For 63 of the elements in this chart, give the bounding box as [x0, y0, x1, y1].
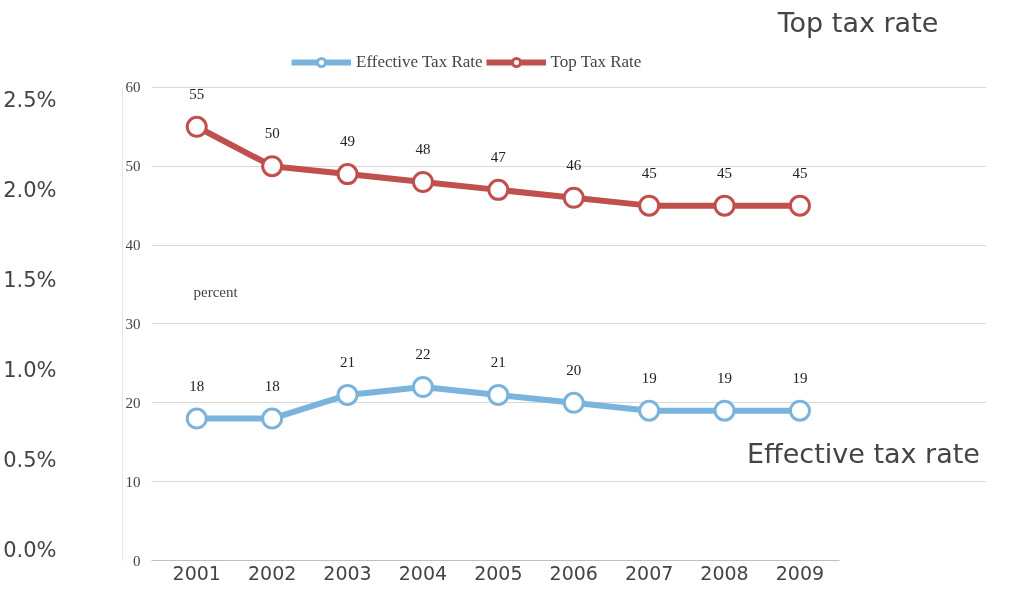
point	[788, 194, 811, 217]
y-tick-label: 60	[125, 79, 141, 96]
point	[487, 383, 510, 406]
point	[411, 171, 434, 193]
y-tick-label: 10	[125, 473, 141, 490]
point	[713, 399, 736, 422]
point	[261, 155, 284, 178]
data-label: 20	[566, 361, 582, 378]
data-label: 18	[189, 377, 205, 394]
point	[713, 194, 736, 217]
y-tick-label: 50	[125, 158, 141, 175]
x-tick-label: 2003	[323, 561, 372, 584]
point	[562, 186, 585, 209]
y-axis-title: percent	[193, 284, 239, 301]
data-label: 46	[566, 156, 582, 173]
data-label: 21	[490, 353, 506, 370]
y-tick-label: 20	[125, 394, 141, 411]
point	[638, 399, 661, 422]
x-tick-label: 2006	[549, 561, 598, 584]
data-label: 50	[264, 125, 280, 142]
data-label: 19	[717, 369, 733, 386]
annotation: Effective tax rate	[747, 438, 980, 469]
y2-tick-label: 0.0%	[3, 538, 57, 563]
data-label: 49	[340, 133, 356, 150]
y-tick-label: 40	[125, 237, 141, 254]
y-tick-label: 0	[133, 552, 141, 569]
data-label: 45	[717, 164, 733, 181]
data-label: 45	[641, 164, 657, 181]
legend-label: Effective Tax Rate	[356, 52, 483, 72]
x-tick-label: 2002	[247, 561, 297, 584]
y2-tick-label: 0.5%	[3, 448, 57, 473]
point	[185, 115, 208, 138]
y-tick-label: 30	[125, 315, 141, 332]
point	[788, 399, 811, 422]
x-tick-label: 2009	[775, 561, 825, 584]
y2-tick-label: 1.5%	[3, 268, 57, 293]
data-label: 55	[189, 85, 205, 102]
data-label: 48	[415, 140, 431, 157]
point	[638, 194, 661, 217]
x-tick-label: 2008	[700, 561, 749, 584]
point	[562, 391, 585, 414]
x-tick-label: 2004	[398, 561, 448, 584]
data-label: 18	[264, 377, 280, 394]
data-label: 19	[641, 369, 657, 386]
point	[487, 178, 510, 201]
legend-label: Top Tax Rate	[550, 52, 642, 72]
data-label: 22	[415, 346, 431, 363]
point	[336, 163, 359, 186]
x-tick-label: 2007	[624, 561, 674, 584]
point	[261, 407, 284, 430]
x-tick-label: 2001	[172, 561, 221, 584]
data-label: 19	[792, 369, 808, 386]
point	[185, 407, 208, 430]
data-label: 21	[340, 353, 356, 370]
x-tick-label: 2005	[474, 561, 523, 584]
point	[411, 376, 434, 398]
y2-tick-label: 2.5%	[3, 88, 57, 113]
point	[336, 383, 359, 406]
data-label: 45	[792, 164, 808, 181]
y2-tick-label: 2.0%	[3, 178, 57, 203]
text: Top tax rate	[776, 6, 939, 38]
y2-tick-label: 1.0%	[3, 358, 57, 383]
data-label: 47	[490, 148, 507, 165]
